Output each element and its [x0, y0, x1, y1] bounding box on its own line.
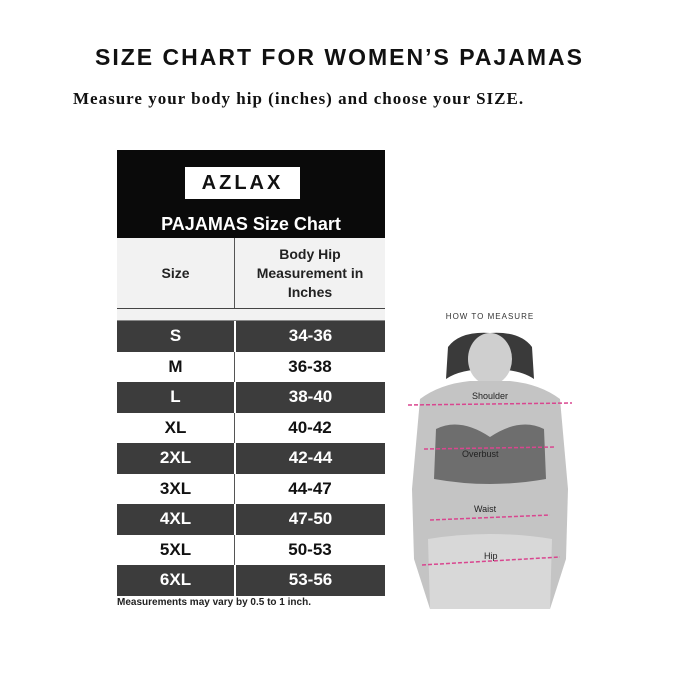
table-row: 5XL 50-53 [117, 534, 385, 565]
label-waist: Waist [474, 504, 497, 514]
divider [117, 309, 385, 321]
table-row: 2XL 42-44 [117, 443, 385, 474]
label-overbust: Overbust [462, 449, 499, 459]
hip-cell: 42-44 [288, 448, 333, 468]
size-cell: 4XL [117, 504, 236, 535]
hip-cell: 50-53 [288, 539, 332, 559]
size-cell: S [117, 321, 236, 352]
measurement-note: Measurements may vary by 0.5 to 1 inch. [117, 597, 311, 608]
table-row: L 38-40 [117, 382, 385, 413]
hip-cell: 40-42 [288, 417, 332, 437]
hip-cell: 34-36 [288, 326, 333, 346]
column-headers: Size Body Hip Measurement in Inches [117, 238, 385, 309]
table-row: 4XL 47-50 [117, 504, 385, 535]
hip-cell: 36-38 [288, 356, 332, 376]
hip-cell: 53-56 [288, 570, 333, 590]
size-chart-table: AZLAX PAJAMAS Size Chart Size Body Hip M… [117, 150, 385, 596]
hip-cell: 47-50 [288, 509, 333, 529]
how-to-measure-figure: HOW TO MEASURE Shoulder Overbust Waist H… [400, 312, 580, 624]
hip-cell: 38-40 [288, 387, 333, 407]
size-cell: 2XL [117, 443, 236, 474]
size-cell: L [117, 382, 236, 413]
figure-heading: HOW TO MEASURE [445, 312, 535, 321]
size-cell: 6XL [117, 565, 236, 596]
table-row: 6XL 53-56 [117, 565, 385, 596]
table-row: XL 40-42 [117, 412, 385, 443]
col-size: Size [117, 238, 235, 308]
table-row: M 36-38 [117, 351, 385, 382]
brand-logo: AZLAX [185, 167, 300, 199]
label-hip: Hip [484, 551, 498, 561]
col-hip: Body Hip Measurement in Inches [256, 245, 364, 300]
hip-cell: 44-47 [288, 478, 332, 498]
table-row: 3XL 44-47 [117, 473, 385, 504]
table-header: AZLAX PAJAMAS Size Chart [117, 150, 385, 238]
table-heading: PAJAMAS Size Chart [161, 214, 341, 234]
label-shoulder: Shoulder [472, 391, 508, 401]
table-row: S 34-36 [117, 321, 385, 352]
measure-line [429, 514, 551, 521]
measure-line [423, 446, 557, 450]
size-cell: M [117, 351, 235, 382]
measure-line [421, 556, 561, 566]
page-title: SIZE CHART FOR WOMEN’S PAJAMAS [95, 44, 584, 70]
size-cell: 3XL [117, 473, 235, 504]
body-silhouette: Shoulder Overbust Waist Hip [407, 332, 573, 609]
measure-line [407, 402, 573, 406]
size-cell: 5XL [117, 534, 235, 565]
page-subtitle: Measure your body hip (inches) and choos… [73, 89, 525, 108]
size-cell: XL [117, 412, 235, 443]
